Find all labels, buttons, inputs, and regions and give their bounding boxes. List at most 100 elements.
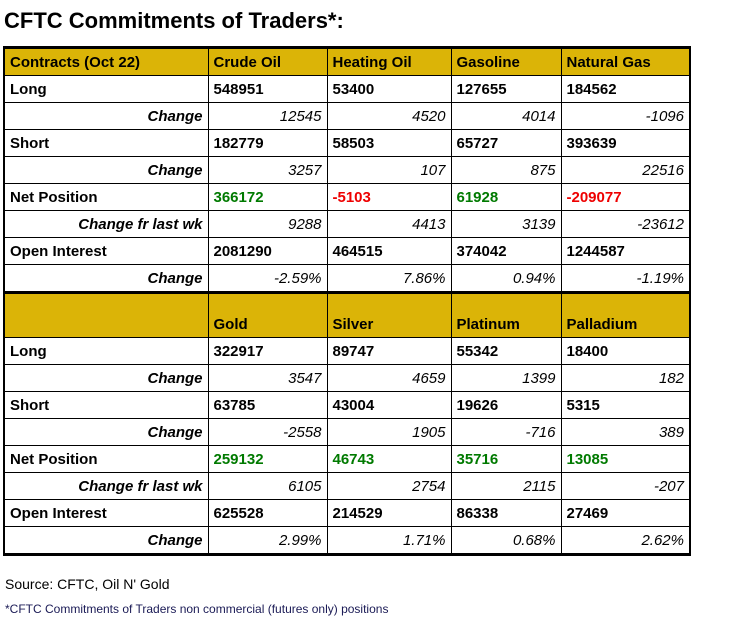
column-header-cell: Palladium bbox=[560, 291, 691, 338]
table-row: Change fr last wk 9288 4413 3139 -23612 bbox=[3, 210, 691, 238]
value-cell: 0.68% bbox=[450, 526, 562, 555]
value-cell: 6105 bbox=[207, 472, 328, 500]
value-cell: 127655 bbox=[450, 75, 562, 103]
value-cell: 4014 bbox=[450, 102, 562, 130]
value-cell: 2081290 bbox=[207, 237, 328, 265]
value-cell: -1.19% bbox=[560, 264, 691, 293]
value-cell: 65727 bbox=[450, 129, 562, 157]
page-title: CFTC Commitments of Traders*: bbox=[4, 8, 344, 33]
value-cell: 2.99% bbox=[207, 526, 328, 555]
value-cell: 53400 bbox=[326, 75, 452, 103]
row-label-cell: Change bbox=[3, 156, 209, 184]
column-header-cell: Gasoline bbox=[450, 47, 562, 76]
value-cell: 2115 bbox=[450, 472, 562, 500]
value-cell: 18400 bbox=[560, 337, 691, 365]
value-cell: -2558 bbox=[207, 418, 328, 446]
value-cell: -209077 bbox=[560, 183, 691, 211]
section-header-row: Gold Silver Platinum Palladium bbox=[3, 291, 691, 338]
value-cell: -716 bbox=[450, 418, 562, 446]
cot-table: Contracts (Oct 22) Crude Oil Heating Oil Ga… bbox=[3, 46, 691, 556]
table-row: Open Interest 2081290 464515 374042 1244587 bbox=[3, 237, 691, 265]
table-row: Short 182779 58503 65727 393639 bbox=[3, 129, 691, 157]
value-cell: 35716 bbox=[450, 445, 562, 473]
value-cell: 43004 bbox=[326, 391, 452, 419]
table-row: Change 3547 4659 1399 182 bbox=[3, 364, 691, 392]
row-label-cell: Net Position bbox=[3, 183, 209, 211]
table-row: Change fr last wk 6105 2754 2115 -207 bbox=[3, 472, 691, 500]
row-label-cell: Change bbox=[3, 264, 209, 293]
value-cell: 27469 bbox=[560, 499, 691, 527]
table-row: Open Interest 625528 214529 86338 27469 bbox=[3, 499, 691, 527]
row-label-cell: Long bbox=[3, 75, 209, 103]
value-cell: 55342 bbox=[450, 337, 562, 365]
value-cell: 182779 bbox=[207, 129, 328, 157]
value-cell: 393639 bbox=[560, 129, 691, 157]
column-header-cell: Heating Oil bbox=[326, 47, 452, 76]
table-row: Change 12545 4520 4014 -1096 bbox=[3, 102, 691, 130]
value-cell: 1399 bbox=[450, 364, 562, 392]
value-cell: 625528 bbox=[207, 499, 328, 527]
value-cell: 9288 bbox=[207, 210, 328, 238]
value-cell: -2.59% bbox=[207, 264, 328, 293]
value-cell: 2754 bbox=[326, 472, 452, 500]
value-cell: 5315 bbox=[560, 391, 691, 419]
value-cell: 3257 bbox=[207, 156, 328, 184]
value-cell: 4520 bbox=[326, 102, 452, 130]
value-cell: 374042 bbox=[450, 237, 562, 265]
value-cell: 61928 bbox=[450, 183, 562, 211]
value-cell: -1096 bbox=[560, 102, 691, 130]
table-row: Change -2.59% 7.86% 0.94% -1.19% bbox=[3, 264, 691, 293]
row-label-cell: Change fr last wk bbox=[3, 472, 209, 500]
value-cell: 464515 bbox=[326, 237, 452, 265]
value-cell: 7.86% bbox=[326, 264, 452, 293]
column-header-cell: Silver bbox=[326, 291, 452, 338]
value-cell: 63785 bbox=[207, 391, 328, 419]
footnote-line: *CFTC Commitments of Traders non commerc… bbox=[5, 602, 389, 616]
value-cell: 19626 bbox=[450, 391, 562, 419]
section-header-label bbox=[3, 291, 209, 338]
row-label-cell: Net Position bbox=[3, 445, 209, 473]
value-cell: 1.71% bbox=[326, 526, 452, 555]
table-row: Net Position 259132 46743 35716 13085 bbox=[3, 445, 691, 473]
value-cell: 548951 bbox=[207, 75, 328, 103]
row-label-cell: Short bbox=[3, 391, 209, 419]
row-label-cell: Open Interest bbox=[3, 237, 209, 265]
row-label-cell: Change bbox=[3, 526, 209, 555]
value-cell: 86338 bbox=[450, 499, 562, 527]
value-cell: 1905 bbox=[326, 418, 452, 446]
table-row: Long 548951 53400 127655 184562 bbox=[3, 75, 691, 103]
value-cell: -5103 bbox=[326, 183, 452, 211]
table-row: Change -2558 1905 -716 389 bbox=[3, 418, 691, 446]
value-cell: 3547 bbox=[207, 364, 328, 392]
value-cell: 184562 bbox=[560, 75, 691, 103]
column-header-cell: Natural Gas bbox=[560, 47, 691, 76]
value-cell: -23612 bbox=[560, 210, 691, 238]
table-row: Short 63785 43004 19626 5315 bbox=[3, 391, 691, 419]
value-cell: 259132 bbox=[207, 445, 328, 473]
value-cell: 3139 bbox=[450, 210, 562, 238]
value-cell: 1244587 bbox=[560, 237, 691, 265]
row-label-cell: Change fr last wk bbox=[3, 210, 209, 238]
table-row: Net Position 366172 -5103 61928 -209077 bbox=[3, 183, 691, 211]
row-label-cell: Change bbox=[3, 418, 209, 446]
value-cell: 0.94% bbox=[450, 264, 562, 293]
cot-table-body: Contracts (Oct 22) Crude Oil Heating Oil Ga… bbox=[3, 47, 691, 555]
table-row: Change 3257 107 875 22516 bbox=[3, 156, 691, 184]
value-cell: 389 bbox=[560, 418, 691, 446]
value-cell: 322917 bbox=[207, 337, 328, 365]
value-cell: 89747 bbox=[326, 337, 452, 365]
value-cell: 22516 bbox=[560, 156, 691, 184]
value-cell: 214529 bbox=[326, 499, 452, 527]
column-header-cell: Crude Oil bbox=[207, 47, 328, 76]
row-label-cell: Long bbox=[3, 337, 209, 365]
table-row: Long 322917 89747 55342 18400 bbox=[3, 337, 691, 365]
value-cell: 4413 bbox=[326, 210, 452, 238]
column-header-cell: Platinum bbox=[450, 291, 562, 338]
row-label-cell: Change bbox=[3, 364, 209, 392]
value-cell: -207 bbox=[560, 472, 691, 500]
value-cell: 13085 bbox=[560, 445, 691, 473]
value-cell: 182 bbox=[560, 364, 691, 392]
row-label-cell: Change bbox=[3, 102, 209, 130]
value-cell: 2.62% bbox=[560, 526, 691, 555]
